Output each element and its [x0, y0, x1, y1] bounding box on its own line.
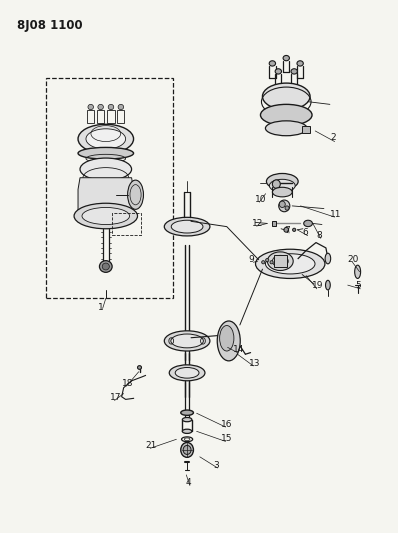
Ellipse shape — [293, 228, 296, 231]
Ellipse shape — [256, 249, 325, 278]
Ellipse shape — [138, 366, 142, 369]
Ellipse shape — [102, 263, 109, 270]
Text: 14: 14 — [233, 345, 244, 354]
Ellipse shape — [175, 368, 199, 378]
Ellipse shape — [80, 158, 132, 180]
Text: 17: 17 — [110, 393, 121, 402]
Ellipse shape — [88, 104, 94, 110]
Ellipse shape — [270, 261, 273, 264]
Text: 2: 2 — [330, 133, 336, 142]
Bar — [87, 110, 94, 123]
Ellipse shape — [86, 129, 126, 149]
Bar — [271, 221, 275, 226]
Ellipse shape — [108, 104, 114, 110]
Bar — [46, 78, 173, 298]
Ellipse shape — [171, 220, 203, 233]
Ellipse shape — [169, 365, 205, 381]
Ellipse shape — [279, 201, 285, 207]
Ellipse shape — [217, 321, 240, 361]
Text: 8J08 1100: 8J08 1100 — [17, 19, 82, 33]
Ellipse shape — [265, 259, 269, 262]
Ellipse shape — [267, 252, 293, 270]
Ellipse shape — [291, 69, 297, 74]
Text: 9: 9 — [249, 255, 254, 264]
Ellipse shape — [183, 446, 191, 455]
Text: 7: 7 — [284, 225, 290, 235]
Text: 5: 5 — [356, 281, 361, 290]
Ellipse shape — [118, 104, 124, 110]
Ellipse shape — [265, 254, 315, 274]
Text: 20: 20 — [348, 255, 359, 264]
Ellipse shape — [78, 148, 134, 159]
Ellipse shape — [279, 200, 290, 212]
Text: 16: 16 — [221, 419, 232, 429]
Ellipse shape — [326, 280, 330, 290]
Ellipse shape — [181, 442, 193, 457]
Text: 6: 6 — [302, 228, 308, 237]
Text: 21: 21 — [145, 441, 157, 450]
Text: 15: 15 — [221, 434, 232, 443]
Text: 4: 4 — [185, 478, 191, 487]
Ellipse shape — [325, 253, 331, 264]
Ellipse shape — [269, 179, 295, 192]
Text: 13: 13 — [249, 359, 260, 368]
Ellipse shape — [269, 61, 275, 66]
Text: 8: 8 — [316, 231, 322, 240]
Bar — [117, 110, 125, 123]
Text: 10: 10 — [255, 195, 266, 204]
Ellipse shape — [266, 173, 298, 189]
Ellipse shape — [272, 180, 280, 188]
Ellipse shape — [164, 217, 210, 236]
Ellipse shape — [182, 429, 192, 433]
Ellipse shape — [272, 255, 288, 267]
Ellipse shape — [220, 326, 234, 351]
Ellipse shape — [261, 261, 265, 264]
Ellipse shape — [275, 69, 281, 74]
Ellipse shape — [355, 265, 361, 278]
Ellipse shape — [164, 331, 210, 351]
Bar — [112, 213, 142, 235]
Bar — [302, 126, 310, 133]
Bar — [273, 255, 287, 266]
Ellipse shape — [78, 124, 134, 154]
Ellipse shape — [260, 104, 312, 126]
Text: 12: 12 — [252, 219, 263, 228]
Ellipse shape — [284, 228, 289, 232]
Bar — [97, 110, 104, 123]
Text: 1: 1 — [98, 303, 103, 312]
Ellipse shape — [272, 187, 292, 197]
Polygon shape — [78, 177, 134, 216]
Ellipse shape — [98, 104, 103, 110]
Ellipse shape — [285, 206, 289, 210]
Ellipse shape — [128, 180, 143, 209]
Ellipse shape — [304, 220, 312, 227]
Text: 3: 3 — [213, 461, 219, 470]
Text: 19: 19 — [312, 281, 324, 290]
Ellipse shape — [283, 55, 289, 61]
Text: 18: 18 — [122, 379, 133, 387]
Ellipse shape — [262, 83, 310, 110]
Text: 11: 11 — [330, 209, 341, 219]
Ellipse shape — [100, 261, 112, 272]
Ellipse shape — [74, 203, 138, 229]
Ellipse shape — [297, 61, 303, 66]
Ellipse shape — [265, 121, 307, 136]
Ellipse shape — [182, 417, 192, 422]
Ellipse shape — [82, 207, 130, 224]
Ellipse shape — [171, 334, 203, 348]
Ellipse shape — [181, 410, 193, 415]
Bar — [107, 110, 115, 123]
